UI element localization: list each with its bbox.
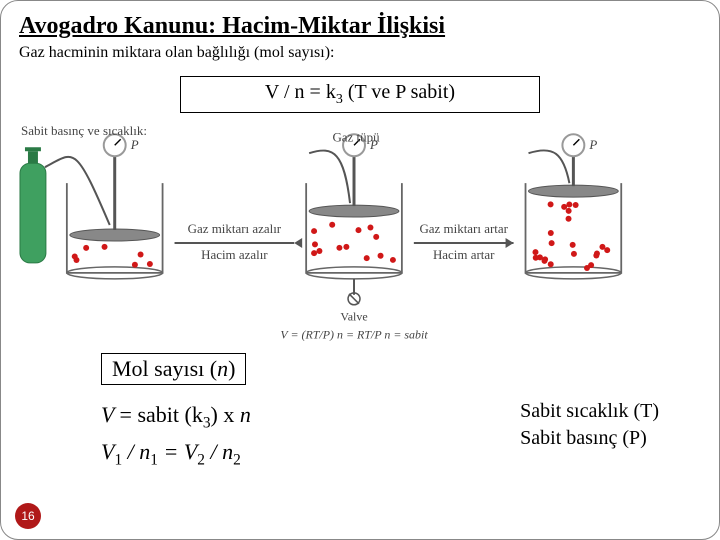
mol-count-box: Mol sayısı (n) (101, 353, 246, 385)
svg-text:Hacim artar: Hacim artar (433, 247, 495, 262)
formula-2: V1 / n1 = V2 / n2 (101, 435, 251, 472)
svg-text:Valve: Valve (340, 310, 367, 324)
formula-1: V = sabit (k3) x n (101, 398, 251, 435)
svg-text:V = (RT/P) n = RT/P n = sabit: V = (RT/P) n = RT/P n = sabit (280, 328, 428, 342)
slide-number: 16 (15, 503, 41, 529)
bottom-area: Mol sayısı (n) V = sabit (k3) x n V1 / n… (1, 343, 719, 513)
formulas: V = sabit (k3) x n V1 / n1 = V2 / n2 (101, 398, 251, 471)
diagram-area: Sabit basınç ve sıcaklık: PPValvePGaz tü… (1, 123, 719, 343)
condition-t: Sabit sıcaklık (T) (520, 398, 659, 425)
svg-text:Hacim azalır: Hacim azalır (201, 247, 268, 262)
svg-text:P: P (130, 137, 139, 152)
condition-p: Sabit basınç (P) (520, 425, 659, 452)
svg-text:Gaz tüpü: Gaz tüpü (332, 129, 380, 144)
conditions: Sabit sıcaklık (T) Sabit basınç (P) (520, 398, 659, 452)
svg-text:Gaz miktarı azalır: Gaz miktarı azalır (188, 221, 282, 236)
slide-title: Avogadro Kanunu: Hacim-Miktar İlişkisi (1, 1, 719, 42)
avogadro-diagram: PPValvePGaz tüpüGaz miktarı azalırHacim … (15, 123, 705, 343)
svg-text:Gaz miktarı artar: Gaz miktarı artar (419, 221, 508, 236)
diagram-header: Sabit basınç ve sıcaklık: (21, 123, 147, 139)
slide-subtitle: Gaz hacminin miktara olan bağlılığı (mol… (1, 42, 719, 70)
main-equation: V / n = k3 (T ve P sabit) (180, 76, 540, 113)
svg-text:P: P (588, 137, 597, 152)
